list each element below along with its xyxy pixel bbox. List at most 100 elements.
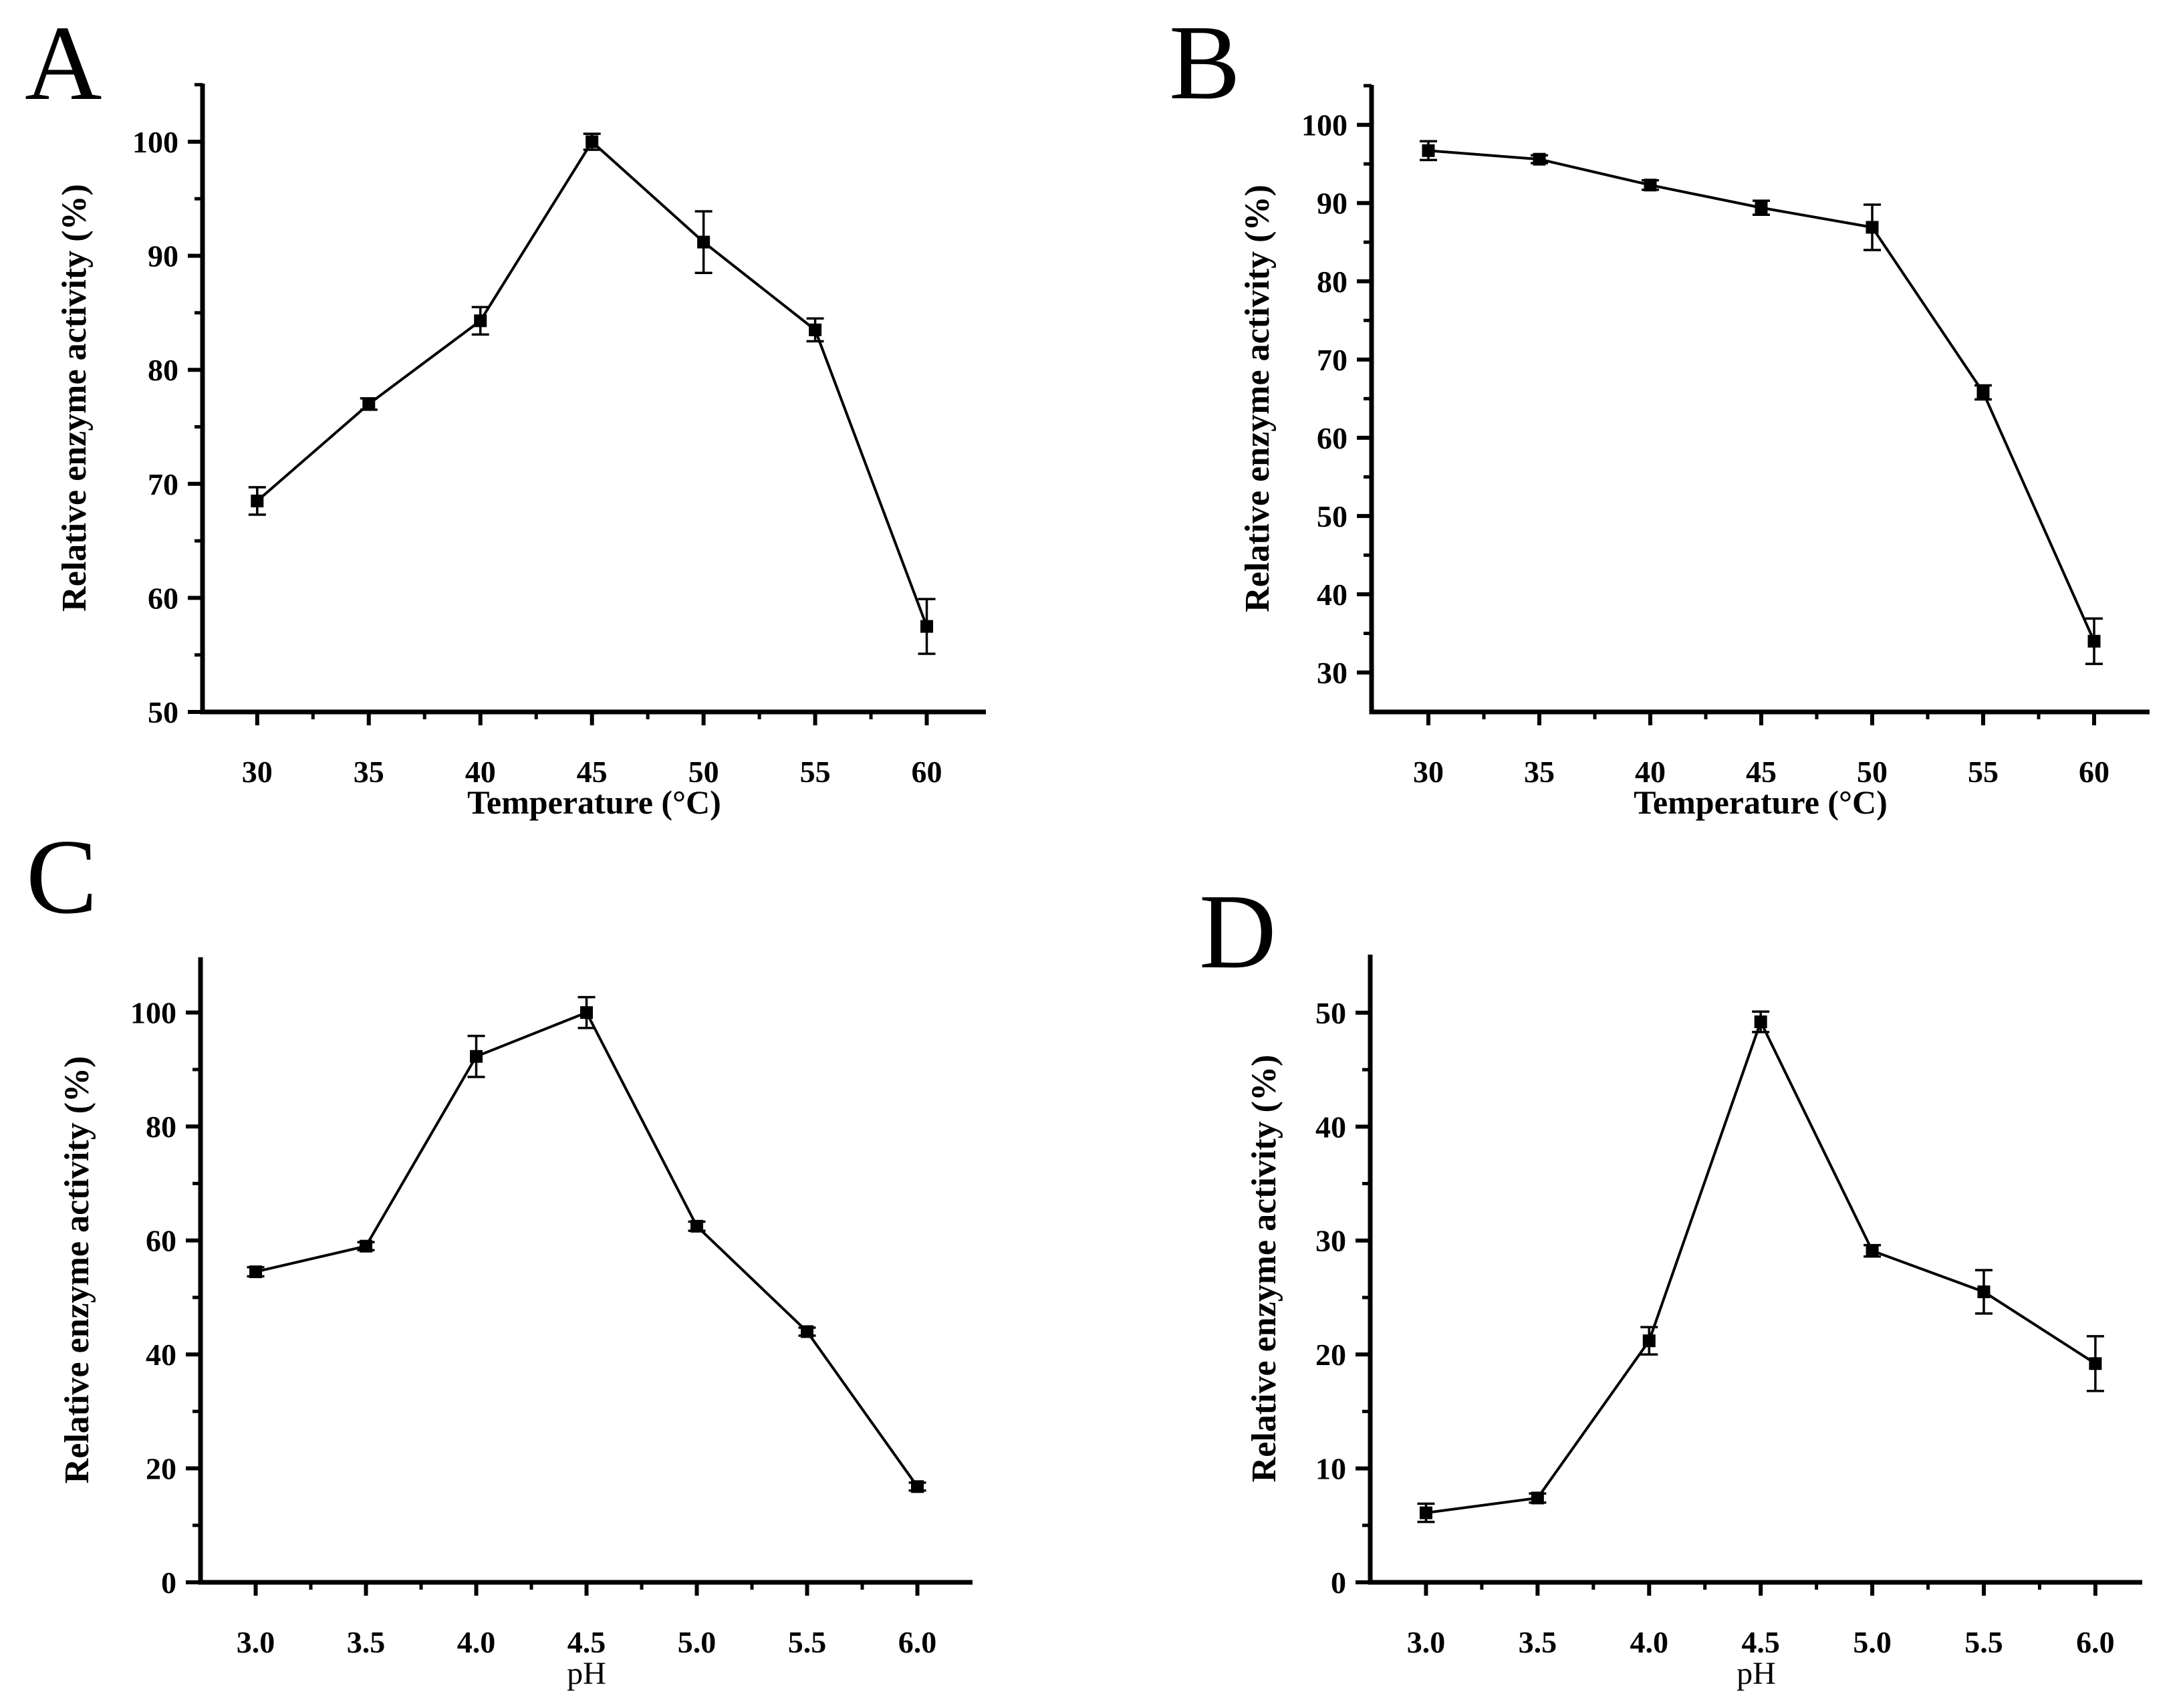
data-point-marker (580, 1006, 593, 1019)
axis-labels: 0 20 40 60 80 100 3.0 3.5 4.0 4.5 5.0 5.5 6.0 pH Relat… (58, 996, 936, 1691)
x-tick-label: 40 (1635, 755, 1666, 789)
data-point-marker (470, 1050, 483, 1063)
data-points (251, 135, 934, 633)
y-tick-label: 50 (148, 695, 178, 729)
x-tick-label: 4.0 (457, 1625, 496, 1659)
axes-spines (200, 84, 986, 715)
x-tick-label: 3.0 (1407, 1625, 1446, 1659)
y-tick-label: 0 (161, 1566, 176, 1600)
axes-spines (198, 957, 973, 1585)
data-point-marker (1977, 1285, 1991, 1298)
data-point-marker (697, 235, 711, 249)
y-tick-label: 80 (148, 353, 178, 387)
x-tick-label: 5.5 (788, 1625, 827, 1659)
y-tick-label: 0 (1331, 1566, 1346, 1600)
y-tick-label: 50 (1315, 996, 1346, 1030)
axis-labels: 30 40 50 60 70 80 90 100 30 35 40 45 50 55 60 Temperatu… (1239, 108, 2109, 821)
y-tick-label: 20 (1315, 1338, 1346, 1372)
data-point-marker (360, 1239, 372, 1253)
x-tick-label: 4.5 (567, 1625, 606, 1659)
x-tick-label: 30 (1413, 755, 1444, 789)
y-tick-label: 40 (1317, 578, 1348, 612)
axis-ticks (1356, 1010, 2097, 1596)
x-tick-label: 3.5 (1519, 1625, 1557, 1659)
x-tick-label: 5.0 (1853, 1625, 1892, 1659)
panel-label-c: C (26, 817, 98, 936)
y-tick-label: 90 (1317, 187, 1348, 221)
data-point-marker (1754, 1015, 1767, 1029)
x-tick-label: 60 (912, 755, 942, 789)
error-bars (1419, 140, 2103, 665)
y-tick-label: 100 (1301, 108, 1348, 142)
data-point-marker (809, 323, 822, 336)
axis-ticks (188, 83, 929, 725)
panel-label-d: D (1199, 872, 1277, 991)
y-axis-title: Relative enzyme activity (%) (1239, 185, 1277, 612)
x-tick-label: 35 (1524, 755, 1555, 789)
x-tick-label: 4.0 (1630, 1625, 1669, 1659)
data-point-marker (911, 1480, 924, 1493)
data-points (1419, 1015, 2102, 1519)
y-axis-title: Relative enzyme activity (%) (58, 1056, 96, 1484)
y-tick-label: 50 (1317, 499, 1348, 533)
x-tick-label: 60 (2079, 755, 2109, 789)
panel-label-b: B (1169, 3, 1241, 122)
panel-d: 0 10 20 30 40 50 3.0 3.5 4.0 4.5 5.0 5.5 6.0 pH Relati… (1245, 955, 2142, 1691)
error-bars (247, 995, 926, 1492)
x-tick-label: 45 (1746, 755, 1777, 789)
x-axis-title: Temperature (°C) (467, 783, 721, 821)
x-tick-label: 35 (354, 755, 384, 789)
x-tick-label: 6.0 (2076, 1625, 2115, 1659)
y-tick-label: 40 (146, 1338, 176, 1372)
data-point-marker (1419, 1506, 1432, 1519)
data-point-marker (1866, 221, 1879, 234)
x-tick-label: 45 (577, 755, 608, 789)
data-line (256, 139, 928, 627)
axes-spines (1369, 85, 2150, 715)
y-axis-title: Relative enzyme activity (%) (55, 184, 94, 612)
data-point-marker (1755, 201, 1768, 215)
x-axis-title: pH (567, 1656, 606, 1691)
data-point-marker (920, 620, 934, 633)
axis-ticks (1357, 84, 2096, 725)
x-tick-label: 4.5 (1741, 1625, 1780, 1659)
data-point-marker (1531, 1491, 1544, 1505)
x-axis-title: Temperature (°C) (1634, 783, 1888, 821)
error-bars (248, 132, 936, 655)
data-point-marker (1642, 1334, 1656, 1348)
y-tick-label: 70 (148, 467, 178, 501)
panel-c: 0 20 40 60 80 100 3.0 3.5 4.0 4.5 5.0 5.5 6.0 pH Relat… (58, 957, 973, 1691)
data-line (1426, 1018, 2096, 1515)
y-tick-label: 100 (132, 125, 178, 159)
panel-a: 50 60 70 80 90 100 30 35 40 45 50 55 60 Temperature (… (55, 83, 986, 821)
data-point-marker (474, 314, 487, 328)
data-points (249, 1006, 924, 1493)
axis-ticks (186, 1010, 920, 1596)
data-point-marker (2087, 634, 2101, 648)
data-point-marker (586, 135, 599, 148)
x-tick-label: 3.5 (347, 1625, 386, 1659)
x-tick-label: 55 (800, 755, 831, 789)
y-tick-label: 60 (146, 1224, 176, 1258)
data-point-marker (1422, 144, 1435, 157)
data-point-marker (690, 1219, 703, 1233)
y-tick-label: 80 (146, 1110, 176, 1144)
data-line (1428, 149, 2095, 642)
data-point-marker (1976, 386, 1990, 399)
y-tick-label: 100 (130, 996, 176, 1030)
y-axis-title: Relative enzyme activity (%) (1245, 1055, 1283, 1483)
x-tick-label: 50 (688, 755, 719, 789)
x-tick-label: 55 (1968, 755, 1999, 789)
y-tick-label: 10 (1315, 1452, 1346, 1486)
error-bars (1417, 1010, 2104, 1523)
data-point-marker (801, 1325, 813, 1338)
axis-labels: 50 60 70 80 90 100 30 35 40 45 50 55 60 Temperature (… (55, 125, 942, 821)
y-tick-label: 60 (1317, 421, 1348, 455)
y-tick-label: 70 (1317, 343, 1348, 377)
data-point-marker (1866, 1244, 1879, 1257)
x-tick-label: 3.0 (237, 1625, 275, 1659)
x-tick-label: 5.0 (678, 1625, 717, 1659)
x-tick-label: 6.0 (898, 1625, 937, 1659)
